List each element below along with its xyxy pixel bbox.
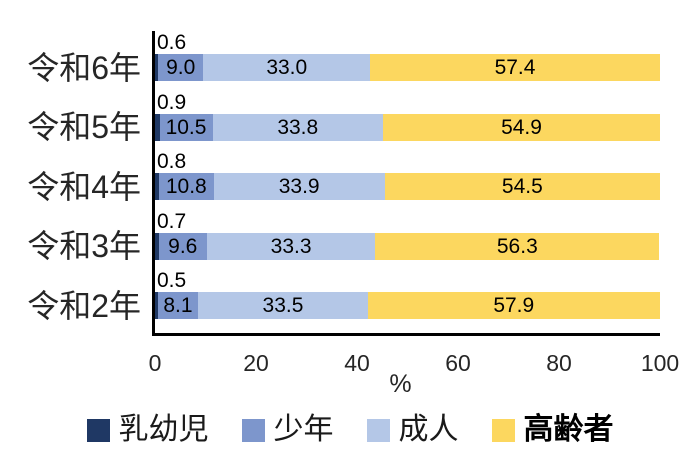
x-axis-tick-labels: 0 20 40 60 80 100 bbox=[148, 350, 680, 378]
bar-row: 9.6 33.3 56.3 bbox=[155, 232, 660, 260]
bar-value-elderly: 54.9 bbox=[501, 115, 542, 139]
bar-segment-infants bbox=[155, 113, 160, 141]
category-label: 令和2年 bbox=[27, 287, 141, 324]
bar-segment-infants bbox=[155, 232, 159, 260]
bar-segment-infants bbox=[155, 292, 158, 319]
x-tick-label: 20 bbox=[243, 350, 269, 376]
bar-segment-elderly: 54.5 bbox=[384, 173, 660, 200]
bar-value-elderly: 56.3 bbox=[496, 234, 538, 258]
bar-value-juveniles: 10.5 bbox=[165, 115, 207, 139]
bar-value-outside-infants: 0.6 bbox=[157, 31, 187, 54]
bar-value-adults: 33.5 bbox=[262, 294, 304, 317]
bar-row: 10.5 33.8 54.9 bbox=[155, 113, 661, 141]
legend-swatch-icon bbox=[241, 418, 265, 442]
bar-row: 8.1 33.5 57.9 bbox=[155, 292, 660, 319]
bar-segment-elderly: 56.3 bbox=[375, 232, 660, 260]
x-tick-label: 40 bbox=[344, 350, 370, 376]
bar-segment-juveniles: 9.6 bbox=[158, 232, 207, 260]
legend-item-juveniles: 少年 bbox=[241, 413, 334, 446]
bar-value-outside-infants: 0.8 bbox=[157, 150, 187, 173]
legend: 乳幼児 少年 成人 高齢者 bbox=[0, 415, 700, 445]
legend-swatch-icon bbox=[366, 418, 390, 442]
x-axis-unit-label: % bbox=[389, 370, 412, 398]
bar-segment-elderly: 54.9 bbox=[383, 113, 661, 141]
bar-value-adults: 33.0 bbox=[266, 56, 308, 79]
legend-label: 乳幼児 bbox=[118, 413, 209, 446]
bar-row: 9.0 33.0 57.4 bbox=[155, 54, 660, 81]
bar-segment-juveniles: 8.1 bbox=[157, 292, 199, 319]
category-label: 令和5年 bbox=[27, 109, 141, 145]
bar-value-outside-infants: 0.7 bbox=[157, 209, 187, 233]
category-label: 令和4年 bbox=[27, 168, 141, 205]
bar-value-juveniles: 8.1 bbox=[163, 294, 193, 317]
bar-segment-adults: 33.0 bbox=[203, 54, 371, 81]
legend-item-infants: 乳幼児 bbox=[86, 413, 209, 446]
legend-swatch-icon bbox=[86, 418, 110, 442]
bar-segment-elderly: 57.9 bbox=[367, 292, 660, 319]
bar-value-elderly: 57.4 bbox=[494, 56, 536, 79]
bar-value-juveniles: 9.0 bbox=[166, 56, 196, 79]
bar-segment-juveniles: 10.5 bbox=[159, 113, 213, 141]
bar-value-juveniles: 9.6 bbox=[168, 234, 198, 258]
category-label: 令和6年 bbox=[27, 49, 141, 86]
bar-segment-adults: 33.3 bbox=[207, 232, 376, 260]
plot-area: 0.6 9.0 33.0 57.4 0.9 10.5 33.8 54.9 0.8 10.8 33.9… bbox=[152, 31, 661, 336]
bar-value-outside-infants: 0.9 bbox=[157, 90, 187, 114]
bar-value-adults: 33.9 bbox=[278, 175, 320, 198]
bar-segment-adults: 33.5 bbox=[198, 292, 368, 319]
bar-value-juveniles: 10.8 bbox=[165, 175, 207, 198]
bar-segment-adults: 33.8 bbox=[212, 113, 384, 141]
legend-label: 成人 bbox=[398, 413, 459, 446]
x-tick-label: 100 bbox=[640, 350, 680, 376]
x-tick-label: 80 bbox=[546, 350, 572, 376]
bar-value-adults: 33.8 bbox=[277, 115, 319, 139]
category-label: 令和3年 bbox=[27, 228, 141, 264]
bar-segment-juveniles: 10.8 bbox=[159, 173, 214, 200]
bar-segment-infants bbox=[155, 173, 160, 200]
legend-item-elderly: 高齢者 bbox=[491, 413, 614, 446]
legend-item-adults: 成人 bbox=[366, 413, 459, 446]
bar-segment-infants bbox=[155, 54, 159, 81]
bar-segment-juveniles: 9.0 bbox=[158, 54, 204, 81]
bar-value-elderly: 54.5 bbox=[501, 175, 543, 198]
legend-swatch-icon bbox=[491, 418, 515, 442]
bar-segment-elderly: 57.4 bbox=[370, 54, 660, 81]
bar-row: 10.8 33.9 54.5 bbox=[155, 173, 660, 200]
legend-label: 少年 bbox=[273, 413, 334, 446]
bar-value-outside-infants: 0.5 bbox=[157, 269, 187, 292]
bar-value-adults: 33.3 bbox=[270, 234, 312, 258]
bar-segment-adults: 33.9 bbox=[213, 173, 385, 200]
x-tick-label: 0 bbox=[148, 350, 162, 376]
x-tick-label: 60 bbox=[445, 350, 471, 376]
bar-value-elderly: 57.9 bbox=[493, 294, 535, 317]
legend-label: 高齢者 bbox=[523, 413, 614, 446]
